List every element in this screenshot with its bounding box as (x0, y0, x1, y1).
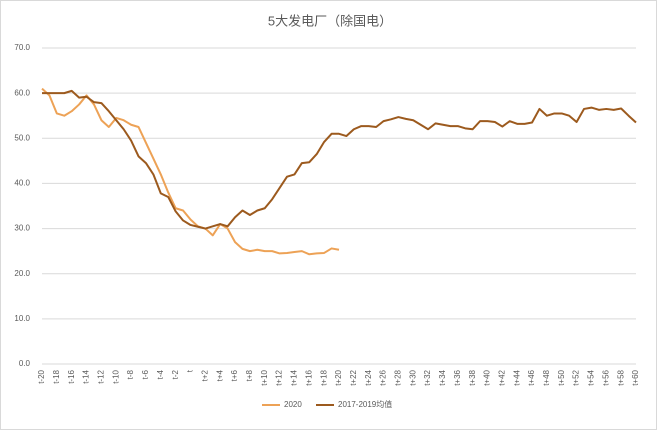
x-tick-label: t-18 (52, 369, 61, 383)
x-tick-label: t-14 (82, 369, 91, 383)
y-tick-label: 50.0 (14, 133, 30, 142)
x-tick-label: t+38 (468, 369, 477, 385)
x-tick-label: t+50 (557, 369, 566, 385)
x-tick-label: t-20 (37, 369, 46, 383)
legend-label: 2017-2019均值 (338, 399, 392, 409)
y-tick-label: 10.0 (14, 314, 30, 323)
x-tick-label: t+28 (394, 369, 403, 385)
x-tick-label: t+34 (438, 369, 447, 385)
x-tick-label: t+60 (631, 369, 640, 385)
x-tick-label: t+22 (349, 369, 358, 385)
x-tick-label: t-10 (111, 369, 120, 383)
x-tick-label: t+26 (379, 369, 388, 385)
x-tick-label: t+46 (527, 369, 536, 385)
x-tick-label: t+2 (200, 369, 209, 381)
x-tick-label: t+12 (275, 369, 284, 385)
y-tick-label: 30.0 (14, 224, 30, 233)
y-tick-label: 40.0 (14, 179, 30, 188)
x-tick-label: t-2 (171, 369, 180, 379)
series-line (42, 89, 637, 230)
legend-label: 2020 (284, 400, 302, 409)
x-tick-label: t-6 (141, 369, 150, 379)
x-tick-label: t-12 (97, 369, 106, 383)
y-tick-label: 0.0 (19, 359, 31, 368)
x-tick-label: t-4 (156, 369, 165, 379)
x-tick-label: t-16 (67, 369, 76, 383)
chart-title: 5大发电厂（除国电） (268, 13, 392, 28)
x-tick-label: t+6 (230, 369, 239, 381)
x-tick-label: t+40 (483, 369, 492, 385)
x-tick-label: t+14 (290, 369, 299, 385)
y-tick-label: 70.0 (14, 43, 30, 52)
x-tick-label: t+42 (497, 369, 506, 385)
x-tick-label: t+48 (542, 369, 551, 385)
x-tick-label: t+10 (260, 369, 269, 385)
x-tick-label: t+54 (587, 369, 596, 385)
x-tick-label: t+4 (215, 369, 224, 381)
x-tick-label: t+24 (364, 369, 373, 385)
x-tick-label: t+56 (601, 369, 610, 385)
x-tick-label: t+30 (408, 369, 417, 385)
x-tick-label: t+58 (616, 369, 625, 385)
x-tick-label: t+8 (245, 369, 254, 381)
x-tick-label: t+52 (572, 369, 581, 385)
x-tick-label: t (186, 369, 195, 372)
x-tick-label: t+44 (512, 369, 521, 385)
y-tick-label: 20.0 (14, 269, 30, 278)
x-tick-label: t+18 (319, 369, 328, 385)
x-tick-label: t+20 (334, 369, 343, 385)
x-tick-label: t+32 (423, 369, 432, 385)
x-tick-label: t+36 (453, 369, 462, 385)
x-tick-label: t-8 (126, 369, 135, 379)
x-tick-label: t+16 (304, 369, 313, 385)
y-tick-label: 60.0 (14, 88, 30, 97)
